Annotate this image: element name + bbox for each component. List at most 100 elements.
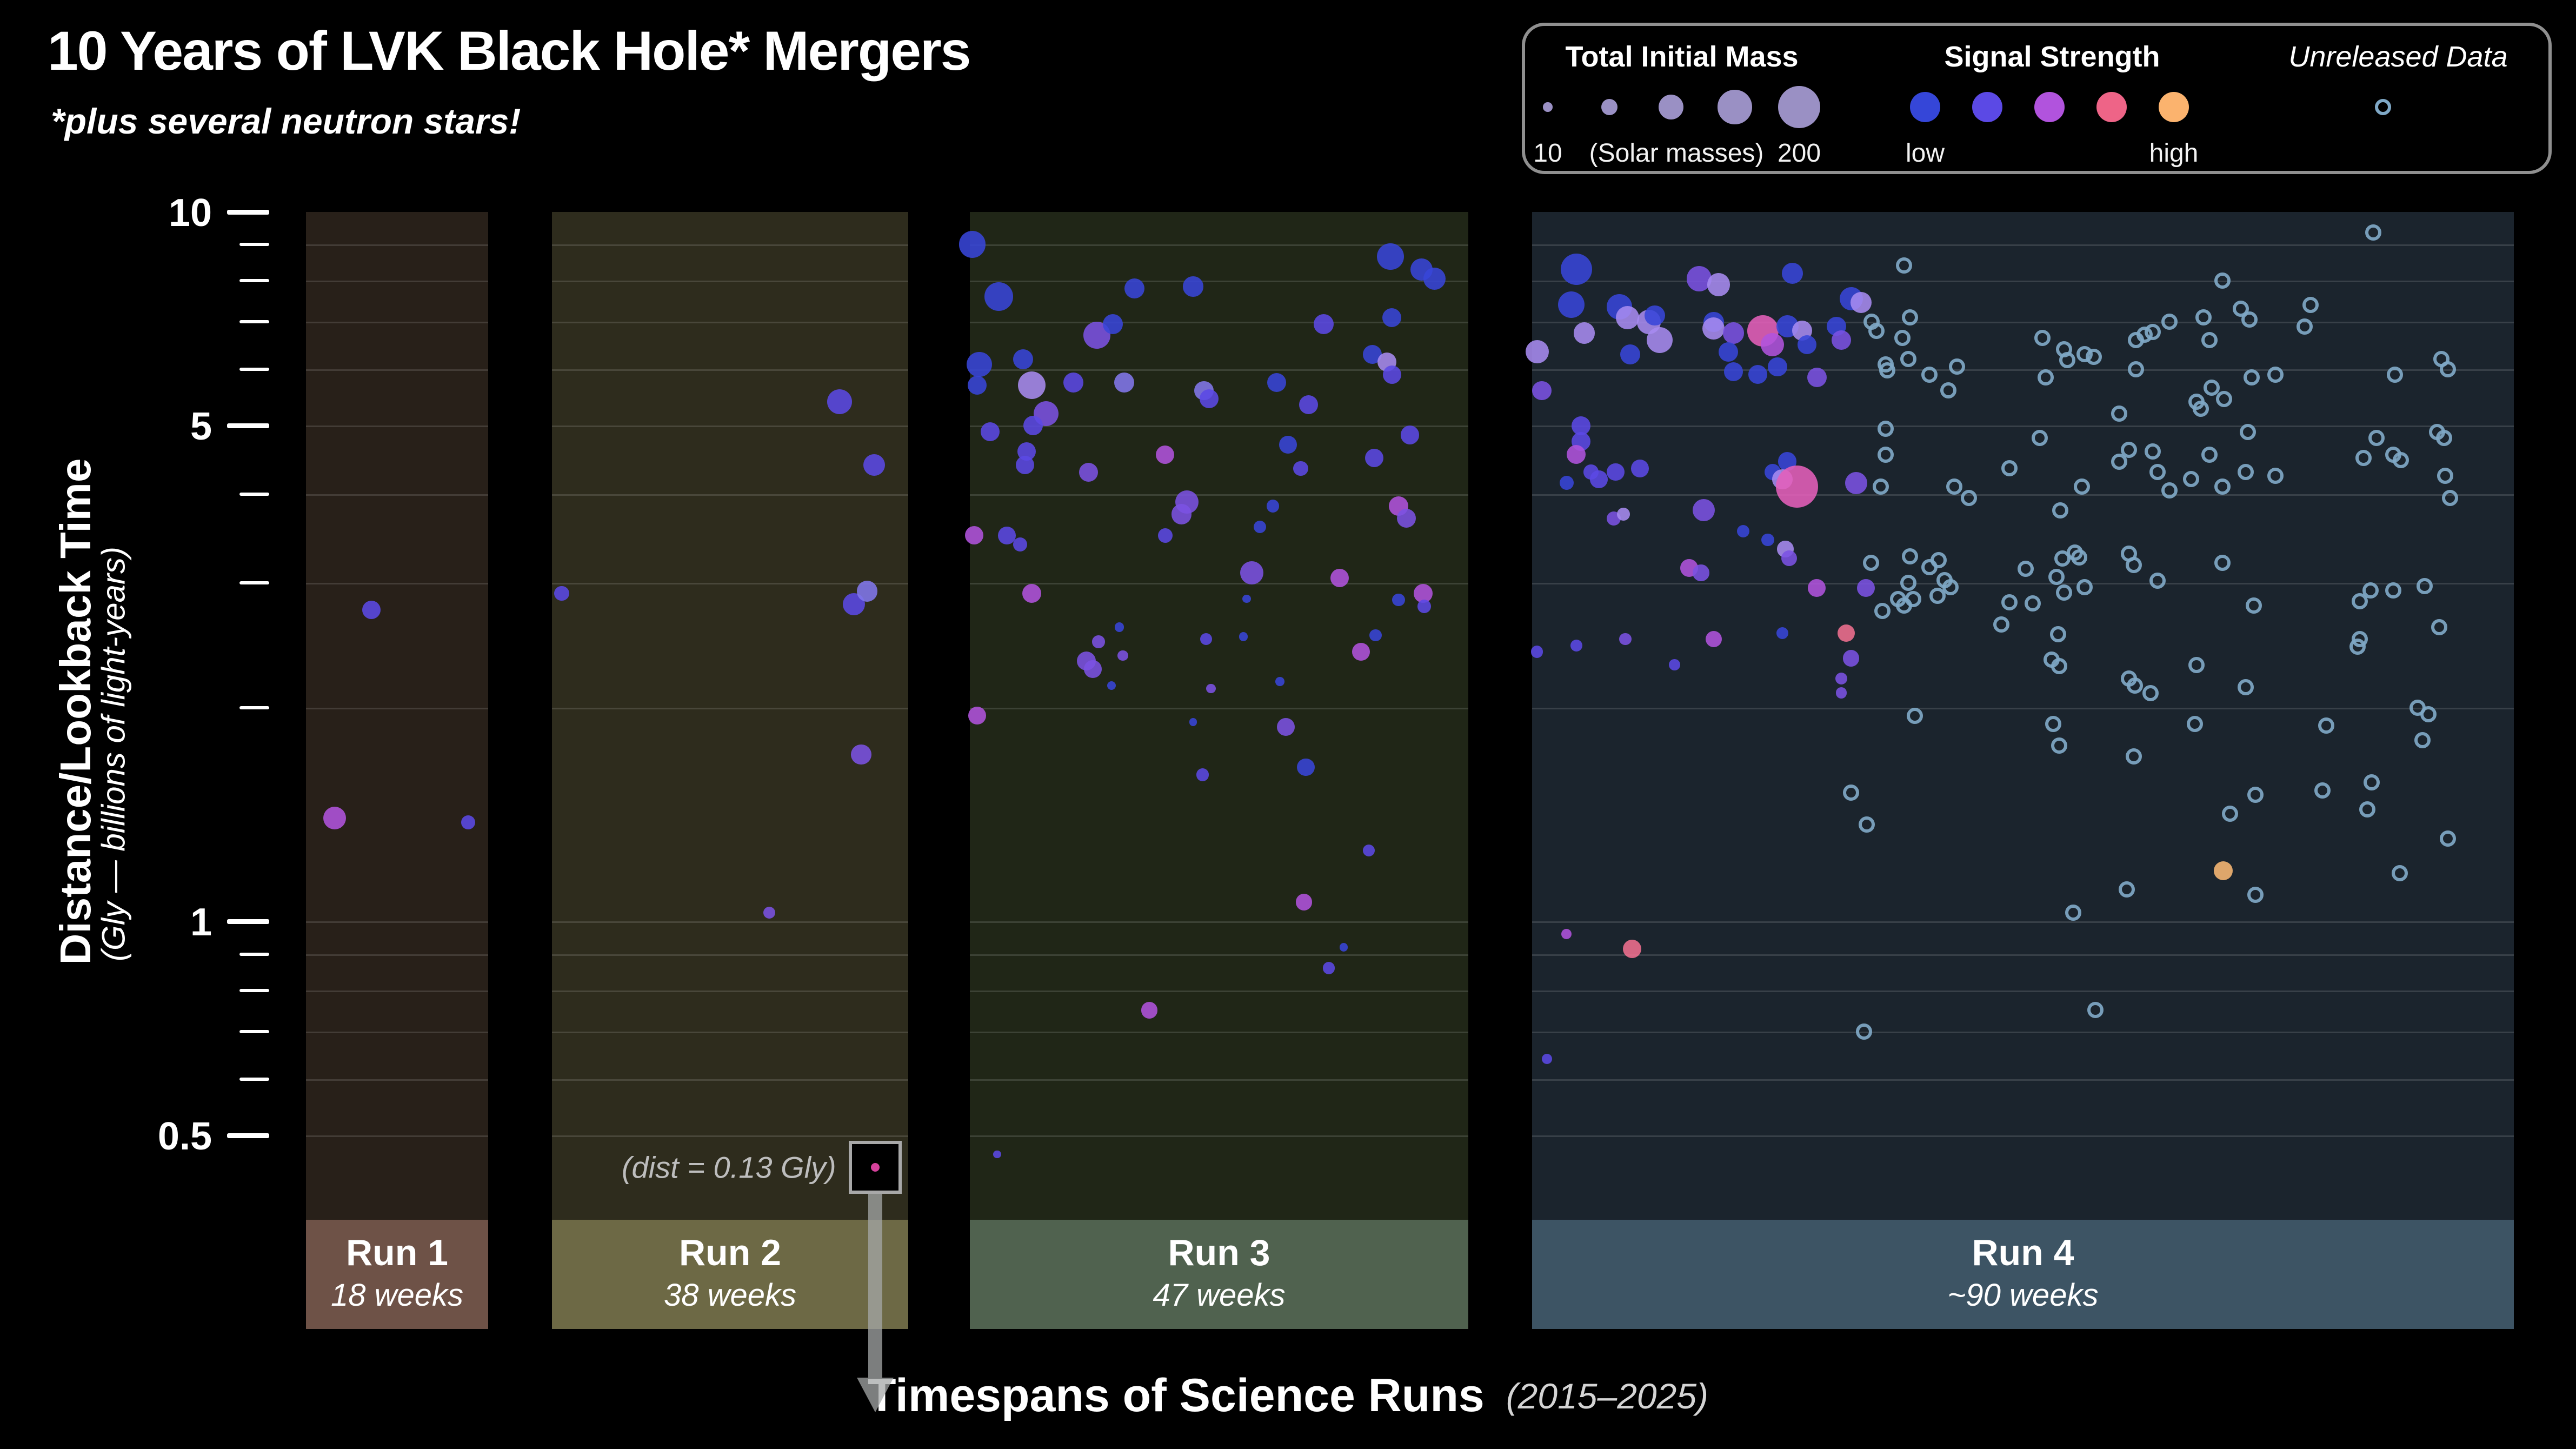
unreleased-ring <box>1902 548 1919 565</box>
data-point <box>1781 550 1798 567</box>
gridline <box>970 1135 1468 1137</box>
run-name: Run 3 <box>1168 1232 1270 1273</box>
data-point <box>1279 435 1297 454</box>
unreleased-ring <box>2392 865 2408 881</box>
data-point <box>1016 455 1035 475</box>
data-point <box>1705 631 1722 648</box>
legend-unreleased-ring-glyph <box>2375 99 2391 115</box>
data-point <box>1267 373 1286 392</box>
unreleased-ring <box>2201 446 2218 463</box>
unreleased-ring <box>2051 737 2068 754</box>
unreleased-ring <box>2065 904 2081 921</box>
y-axis-tick-label: 0.5 <box>157 1114 212 1158</box>
gridline <box>1532 1135 2514 1137</box>
gridline <box>552 1079 908 1081</box>
legend-mass-circle <box>1543 102 1553 112</box>
unreleased-ring <box>2121 442 2138 458</box>
gridline <box>306 1079 488 1081</box>
y-axis-minor-tick <box>239 706 269 710</box>
run-name: Run 2 <box>679 1232 781 1273</box>
data-point <box>1567 445 1586 464</box>
unreleased-ring <box>2387 366 2404 383</box>
data-point <box>1541 1054 1552 1065</box>
data-point <box>1808 579 1826 597</box>
data-point <box>1364 449 1383 468</box>
unreleased-ring <box>1993 616 2010 633</box>
unreleased-ring <box>2127 361 2144 378</box>
data-point <box>1532 381 1552 401</box>
y-axis-minor-tick <box>239 1029 269 1033</box>
data-point <box>1615 305 1639 329</box>
gridline <box>306 281 488 283</box>
unreleased-ring <box>2001 594 2018 610</box>
data-point <box>1647 327 1673 353</box>
run-panel-1 <box>306 212 488 1220</box>
legend-box: Total Initial Mass Signal Strength Unrel… <box>1522 23 2552 174</box>
unreleased-ring <box>2214 478 2231 495</box>
data-point <box>763 906 776 919</box>
unreleased-ring <box>2351 593 2368 609</box>
y-axis-minor-tick <box>239 279 269 283</box>
data-point <box>1157 528 1173 543</box>
unreleased-ring <box>2111 405 2127 422</box>
unreleased-ring <box>2048 568 2065 585</box>
data-point <box>461 815 475 829</box>
data-point <box>965 526 984 545</box>
gridline <box>552 281 908 283</box>
gridline <box>970 281 1468 283</box>
data-point <box>1239 632 1248 641</box>
run-band-2: Run 2 38 weeks <box>552 1220 908 1329</box>
unreleased-ring <box>2085 348 2102 365</box>
legend-signal-title: Signal Strength <box>1944 41 2160 73</box>
unreleased-ring <box>2144 323 2161 340</box>
unreleased-ring <box>2037 369 2054 385</box>
unreleased-ring <box>2161 314 2178 330</box>
data-point <box>1631 460 1649 477</box>
data-point <box>1124 278 1144 299</box>
data-point <box>1295 894 1312 910</box>
data-point <box>1837 624 1855 642</box>
data-point <box>1761 333 1785 356</box>
data-point <box>1573 322 1595 344</box>
data-point <box>1114 372 1135 393</box>
unreleased-ring <box>1862 555 1879 571</box>
unreleased-ring <box>2195 309 2212 326</box>
gridline <box>552 1031 908 1033</box>
unreleased-ring <box>2222 805 2239 822</box>
run-band-3: Run 3 47 weeks <box>970 1220 1468 1329</box>
data-point <box>1413 584 1433 603</box>
y-axis-tick-label: 10 <box>168 191 212 235</box>
legend-signal-circle <box>1910 92 1940 122</box>
gridline <box>1532 1031 2514 1033</box>
data-point <box>323 806 346 829</box>
data-point <box>1776 627 1789 639</box>
data-point <box>1570 639 1582 652</box>
y-axis-minor-tick <box>239 368 269 371</box>
y-axis-major-tick <box>227 423 269 429</box>
x-axis-title-row: Timespans of Science Runs (2015–2025) <box>0 1369 2576 1423</box>
unreleased-ring <box>2050 626 2067 643</box>
unreleased-ring <box>2247 786 2264 803</box>
gridline <box>1532 369 2514 371</box>
gridline <box>970 426 1468 428</box>
y-axis-tick-label: 5 <box>190 405 212 449</box>
data-point <box>1693 498 1715 522</box>
unreleased-ring <box>1874 602 1891 619</box>
unreleased-ring <box>1905 590 1921 607</box>
unreleased-ring <box>1868 322 1885 339</box>
data-point <box>1183 276 1203 297</box>
unreleased-ring <box>1900 351 1916 368</box>
data-point <box>1397 509 1416 528</box>
unreleased-ring <box>2363 774 2380 791</box>
gridline <box>970 1079 1468 1081</box>
data-point <box>1382 308 1402 327</box>
legend-signal-low: low <box>1905 139 1945 168</box>
gridline <box>552 369 908 371</box>
unreleased-ring <box>2052 502 2068 519</box>
y-axis-major-tick <box>227 1133 269 1138</box>
data-point <box>1423 268 1446 290</box>
data-point <box>1835 672 1848 685</box>
data-point <box>1084 660 1102 678</box>
unreleased-ring <box>1900 575 1916 591</box>
data-point <box>1845 471 1867 494</box>
